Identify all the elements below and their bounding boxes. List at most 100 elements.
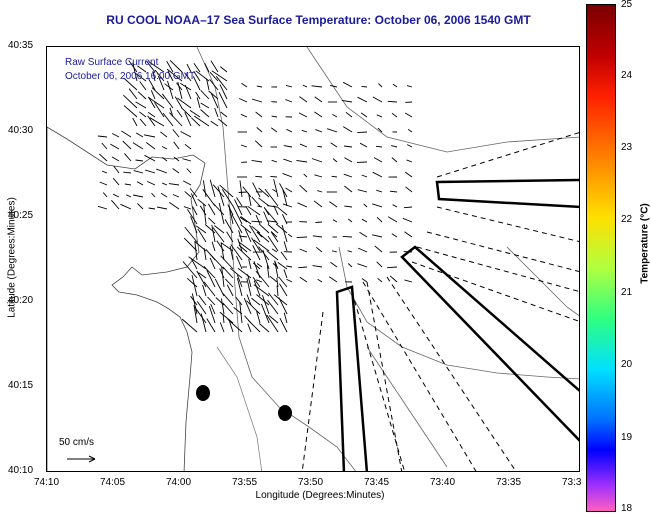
current-vector [256, 127, 263, 133]
current-vector [391, 112, 398, 118]
current-vector [359, 231, 368, 238]
current-vector [224, 219, 234, 234]
current-vector [266, 265, 270, 279]
current-vector [173, 156, 180, 162]
current-vector [203, 281, 216, 297]
current-vector [139, 111, 147, 118]
current-vector [212, 184, 225, 198]
current-vector [219, 84, 228, 100]
current-vector [282, 203, 293, 208]
current-vector [221, 188, 234, 207]
colorbar-tick: 19 [621, 432, 633, 443]
y-tick-label: 40:10 [8, 465, 34, 476]
current-vector [267, 224, 279, 234]
current-vector [390, 145, 398, 148]
current-vector [245, 205, 252, 216]
current-vector [206, 78, 210, 91]
current-vector [99, 181, 108, 186]
current-vector [315, 221, 323, 223]
current-vector [330, 142, 338, 148]
current-vector [342, 235, 353, 238]
current-vector [256, 231, 263, 238]
current-vector [314, 96, 323, 103]
current-vector [374, 245, 383, 253]
current-vector [191, 275, 198, 297]
current-vector [182, 180, 192, 186]
current-vector [121, 130, 132, 138]
current-vector [392, 83, 398, 88]
current-vector [181, 318, 198, 333]
current-vector [210, 93, 219, 109]
current-vector [150, 90, 156, 100]
current-vector [162, 112, 174, 127]
current-vector [405, 171, 413, 178]
current-vector [256, 263, 263, 268]
current-vector [315, 129, 323, 133]
current-vector [123, 94, 138, 109]
current-vector [235, 296, 243, 306]
current-vector [162, 182, 168, 186]
current-vector [267, 205, 278, 208]
scale-label: 50 cm/s [59, 437, 95, 448]
current-vector [279, 317, 288, 333]
current-vector [247, 319, 261, 333]
current-vector [406, 85, 413, 88]
current-vector [126, 194, 132, 198]
current-vector [343, 173, 353, 178]
x-tick-label: 74:05 [100, 477, 126, 488]
current-vector [407, 129, 413, 133]
current-vector [111, 199, 120, 210]
x-tick-label: 73:35 [496, 477, 522, 488]
current-vector [359, 142, 368, 148]
current-vector [360, 112, 368, 118]
current-vector [143, 134, 156, 138]
current-vector [251, 220, 263, 223]
current-vector [208, 90, 219, 100]
current-vector [209, 179, 216, 198]
current-vector [314, 111, 323, 118]
current-vector [113, 165, 120, 174]
x-tick-label: 73:40 [430, 477, 456, 488]
current-vector [237, 268, 252, 279]
current-vector [240, 216, 252, 225]
current-vector [172, 129, 180, 138]
current-vector [156, 168, 168, 174]
current-vector [167, 80, 174, 100]
current-vector [331, 175, 338, 178]
current-vector [241, 82, 248, 88]
current-vector [161, 156, 168, 162]
current-vector [169, 59, 183, 73]
current-vector [296, 236, 308, 239]
current-vector [206, 270, 216, 288]
current-vector [297, 202, 308, 208]
current-vector [391, 233, 398, 238]
current-vector [236, 255, 243, 270]
current-vector [329, 84, 338, 88]
coastline [47, 126, 206, 471]
current-vector [208, 203, 216, 216]
current-vector [176, 109, 183, 118]
current-vector [263, 211, 270, 225]
current-vector [208, 217, 216, 225]
current-vector [272, 262, 278, 268]
current-vector [243, 297, 252, 315]
current-vector [144, 154, 156, 162]
current-vector [238, 191, 248, 193]
current-vector [264, 207, 279, 225]
current-vector [302, 84, 308, 88]
current-vector [238, 244, 248, 253]
current-vector [183, 237, 198, 252]
current-vector [274, 260, 279, 279]
current-vector [111, 156, 120, 162]
current-vector [273, 179, 279, 198]
current-vector [189, 188, 198, 198]
current-vector [186, 277, 198, 288]
current-vector [344, 157, 353, 163]
current-vector [135, 73, 147, 82]
current-vector [240, 144, 248, 148]
current-vector [122, 140, 132, 150]
current-vector [139, 81, 147, 91]
current-vector [244, 228, 252, 243]
current-vector [219, 311, 234, 324]
current-vector [258, 197, 270, 207]
